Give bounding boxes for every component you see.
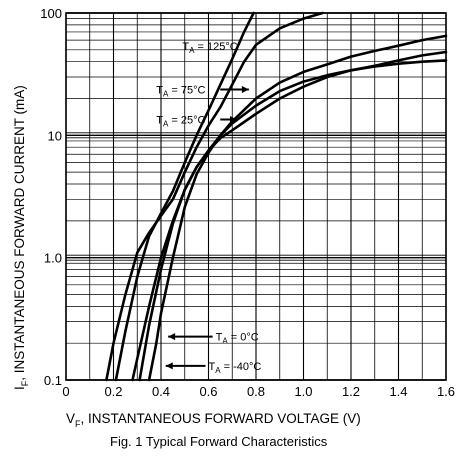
- curves: [105, 11, 448, 382]
- grid: [65, 12, 447, 381]
- x-tick-label: 0.6: [199, 384, 217, 399]
- series-label-3: TA = 25°C: [156, 114, 205, 128]
- curve-series-2: [114, 11, 255, 382]
- annotations: TA = 125°C TA = 75°C TA = 25°C TA = 0°C TA =…: [156, 41, 261, 375]
- y-axis-title-sub: F: [20, 380, 30, 386]
- series-label-2: TA = 75°C: [156, 84, 205, 98]
- curve-series-4: [138, 59, 448, 382]
- series-arrowhead-3: [230, 115, 237, 123]
- series-label-1: TA = 125°C: [182, 41, 237, 55]
- x-tick-label: 1.0: [294, 384, 312, 399]
- plot-frame: [65, 12, 447, 381]
- tick-labels: 0 0.2 0.4 0.6 0.8 1.0 1.2 1.4 1.6 0.1 1.0 10 100: [40, 6, 455, 399]
- curve-series-5: [147, 34, 448, 382]
- series-label-5: TA = -40°C: [209, 361, 262, 375]
- y-tick-label: 1.0: [44, 251, 62, 266]
- x-tick-label: 1.4: [389, 384, 407, 399]
- x-tick-label: 1.2: [342, 384, 360, 399]
- x-tick-label: 0: [62, 384, 69, 399]
- series-label-4: TA = 0°C: [216, 332, 259, 346]
- x-tick-label: 0.2: [104, 384, 122, 399]
- chart-caption: Fig. 1 Typical Forward Characteristics: [110, 434, 328, 449]
- x-axis-title: VF, INSTANTANEOUS FORWARD VOLTAGE (V): [66, 411, 361, 429]
- series-arrowhead-4: [168, 333, 176, 341]
- y-tick-label: 0.1: [44, 373, 62, 388]
- x-tick-label: 1.6: [437, 384, 455, 399]
- y-tick-label: 100: [40, 6, 62, 21]
- x-axis-title-sub: F: [75, 419, 81, 429]
- series-arrowhead-5: [165, 362, 173, 370]
- y-axis-title: IF, INSTANTANEOUS FORWARD CURRENT (mA): [12, 85, 30, 390]
- y-tick-label: 10: [48, 128, 62, 143]
- x-tick-label: 0.4: [152, 384, 170, 399]
- x-tick-label: 0.8: [247, 384, 265, 399]
- curve-series-1: [105, 11, 324, 382]
- series-arrowhead-2: [241, 85, 249, 93]
